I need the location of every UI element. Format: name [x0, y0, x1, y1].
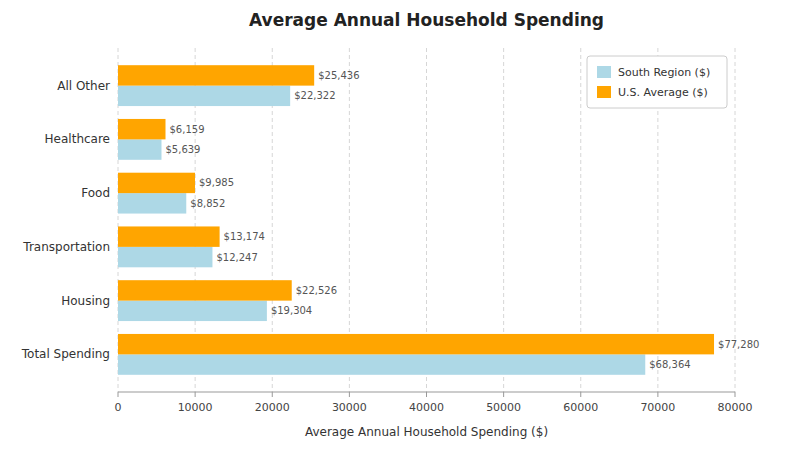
data-label: $22,322 — [294, 90, 335, 101]
legend-swatch — [597, 66, 611, 78]
category-label: All Other — [57, 79, 110, 93]
bar — [118, 354, 645, 374]
bar — [118, 226, 220, 246]
bar — [118, 173, 195, 193]
tick-label: 10000 — [178, 401, 213, 414]
tick-mark — [118, 392, 119, 397]
data-label: $12,247 — [216, 252, 257, 263]
tick-label: 0 — [115, 401, 122, 414]
grid — [118, 48, 735, 392]
x-axis-label: Average Annual Household Spending ($) — [305, 425, 548, 439]
tick-mark — [272, 392, 273, 397]
legend-swatch — [597, 86, 611, 98]
bar — [118, 119, 166, 139]
tick-mark — [195, 392, 196, 397]
category-label: Food — [81, 186, 110, 200]
data-label: $22,526 — [296, 285, 337, 296]
tick-label: 60000 — [563, 401, 598, 414]
bar — [118, 301, 267, 321]
data-label: $6,159 — [170, 124, 205, 135]
data-labels: $68,364 $19,304 $12,247 $8,852 $5,639 $22,322… — [165, 70, 759, 370]
data-label: $9,985 — [199, 177, 234, 188]
data-label: $25,436 — [318, 70, 359, 81]
bars — [118, 65, 714, 375]
bar — [118, 86, 290, 106]
legend-label: U.S. Average ($) — [618, 86, 708, 99]
bar — [118, 193, 186, 213]
data-label: $8,852 — [190, 198, 225, 209]
tick-mark — [735, 392, 736, 397]
tick-label: 70000 — [640, 401, 675, 414]
bar — [118, 247, 212, 267]
tick-label: 40000 — [409, 401, 444, 414]
tick-mark — [657, 392, 658, 397]
data-label: $68,364 — [649, 359, 690, 370]
data-label: $13,174 — [224, 231, 265, 242]
tick-mark — [349, 392, 350, 397]
x-axis-line — [118, 392, 735, 393]
chart: Average Annual Household Spending 0 10000 2… — [0, 0, 800, 455]
bar — [118, 65, 314, 85]
bar — [118, 334, 714, 354]
tick-label: 80000 — [718, 401, 753, 414]
legend-label: South Region ($) — [618, 66, 710, 79]
tick-mark — [503, 392, 504, 397]
tick-mark — [426, 392, 427, 397]
tick-label: 20000 — [255, 401, 290, 414]
legend-frame — [587, 56, 727, 108]
tick-label: 50000 — [486, 401, 521, 414]
category-label: Healthcare — [45, 132, 110, 146]
tick-label: 30000 — [332, 401, 367, 414]
category-label: Transportation — [22, 240, 110, 254]
data-label: $77,280 — [718, 339, 759, 350]
chart-title: Average Annual Household Spending — [249, 10, 604, 30]
tick-mark — [580, 392, 581, 397]
category-label: Housing — [61, 294, 110, 308]
data-label: $19,304 — [271, 305, 312, 316]
bar — [118, 280, 292, 300]
bar — [118, 139, 161, 159]
legend: South Region ($) U.S. Average ($) — [587, 56, 727, 108]
data-label: $5,639 — [165, 144, 200, 155]
category-label: Total Spending — [21, 347, 110, 361]
